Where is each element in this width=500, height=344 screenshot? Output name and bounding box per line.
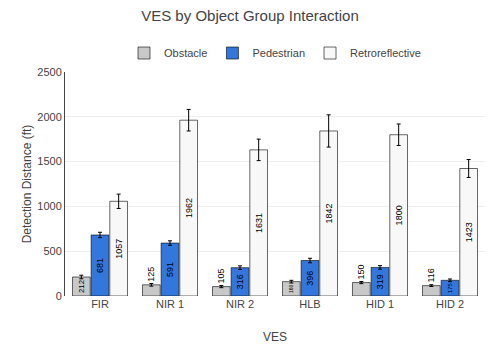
svg-text:2000: 2000 bbox=[37, 111, 61, 123]
svg-text:VES: VES bbox=[263, 330, 287, 344]
svg-text:681: 681 bbox=[95, 258, 105, 273]
svg-text:212: 212 bbox=[77, 280, 86, 293]
svg-text:1962: 1962 bbox=[184, 198, 194, 218]
svg-text:175: 175 bbox=[447, 283, 453, 293]
svg-text:NIR 1: NIR 1 bbox=[156, 298, 184, 310]
svg-text:160: 160 bbox=[288, 284, 294, 293]
svg-text:319: 319 bbox=[375, 274, 385, 289]
svg-text:500: 500 bbox=[43, 245, 61, 257]
svg-text:VES by Object Group Interactio: VES by Object Group Interaction bbox=[141, 7, 359, 24]
svg-text:HID 1: HID 1 bbox=[366, 298, 394, 310]
svg-text:Retroreflective: Retroreflective bbox=[350, 47, 421, 59]
svg-text:2500: 2500 bbox=[37, 66, 61, 78]
svg-text:Detection Distance (ft): Detection Distance (ft) bbox=[20, 125, 34, 244]
svg-text:1000: 1000 bbox=[37, 200, 61, 212]
svg-text:150: 150 bbox=[356, 265, 366, 280]
svg-text:HLB: HLB bbox=[299, 298, 320, 310]
svg-text:Pedestrian: Pedestrian bbox=[252, 47, 305, 59]
svg-text:116: 116 bbox=[426, 268, 436, 282]
svg-text:1057: 1057 bbox=[114, 239, 124, 259]
svg-text:HID 2: HID 2 bbox=[436, 298, 464, 310]
svg-text:125: 125 bbox=[146, 267, 156, 282]
svg-text:591: 591 bbox=[165, 262, 175, 277]
svg-text:1423: 1423 bbox=[464, 222, 474, 242]
svg-text:105: 105 bbox=[216, 269, 226, 284]
svg-text:1500: 1500 bbox=[37, 155, 61, 167]
svg-text:316: 316 bbox=[235, 274, 245, 289]
svg-text:396: 396 bbox=[305, 271, 315, 286]
svg-text:0: 0 bbox=[56, 290, 62, 302]
svg-text:NIR 2: NIR 2 bbox=[226, 298, 254, 310]
svg-text:1800: 1800 bbox=[394, 205, 404, 225]
svg-text:FIR: FIR bbox=[91, 298, 109, 310]
svg-text:1631: 1631 bbox=[254, 213, 264, 233]
svg-text:1842: 1842 bbox=[324, 203, 334, 223]
svg-text:Obstacle: Obstacle bbox=[164, 47, 207, 59]
